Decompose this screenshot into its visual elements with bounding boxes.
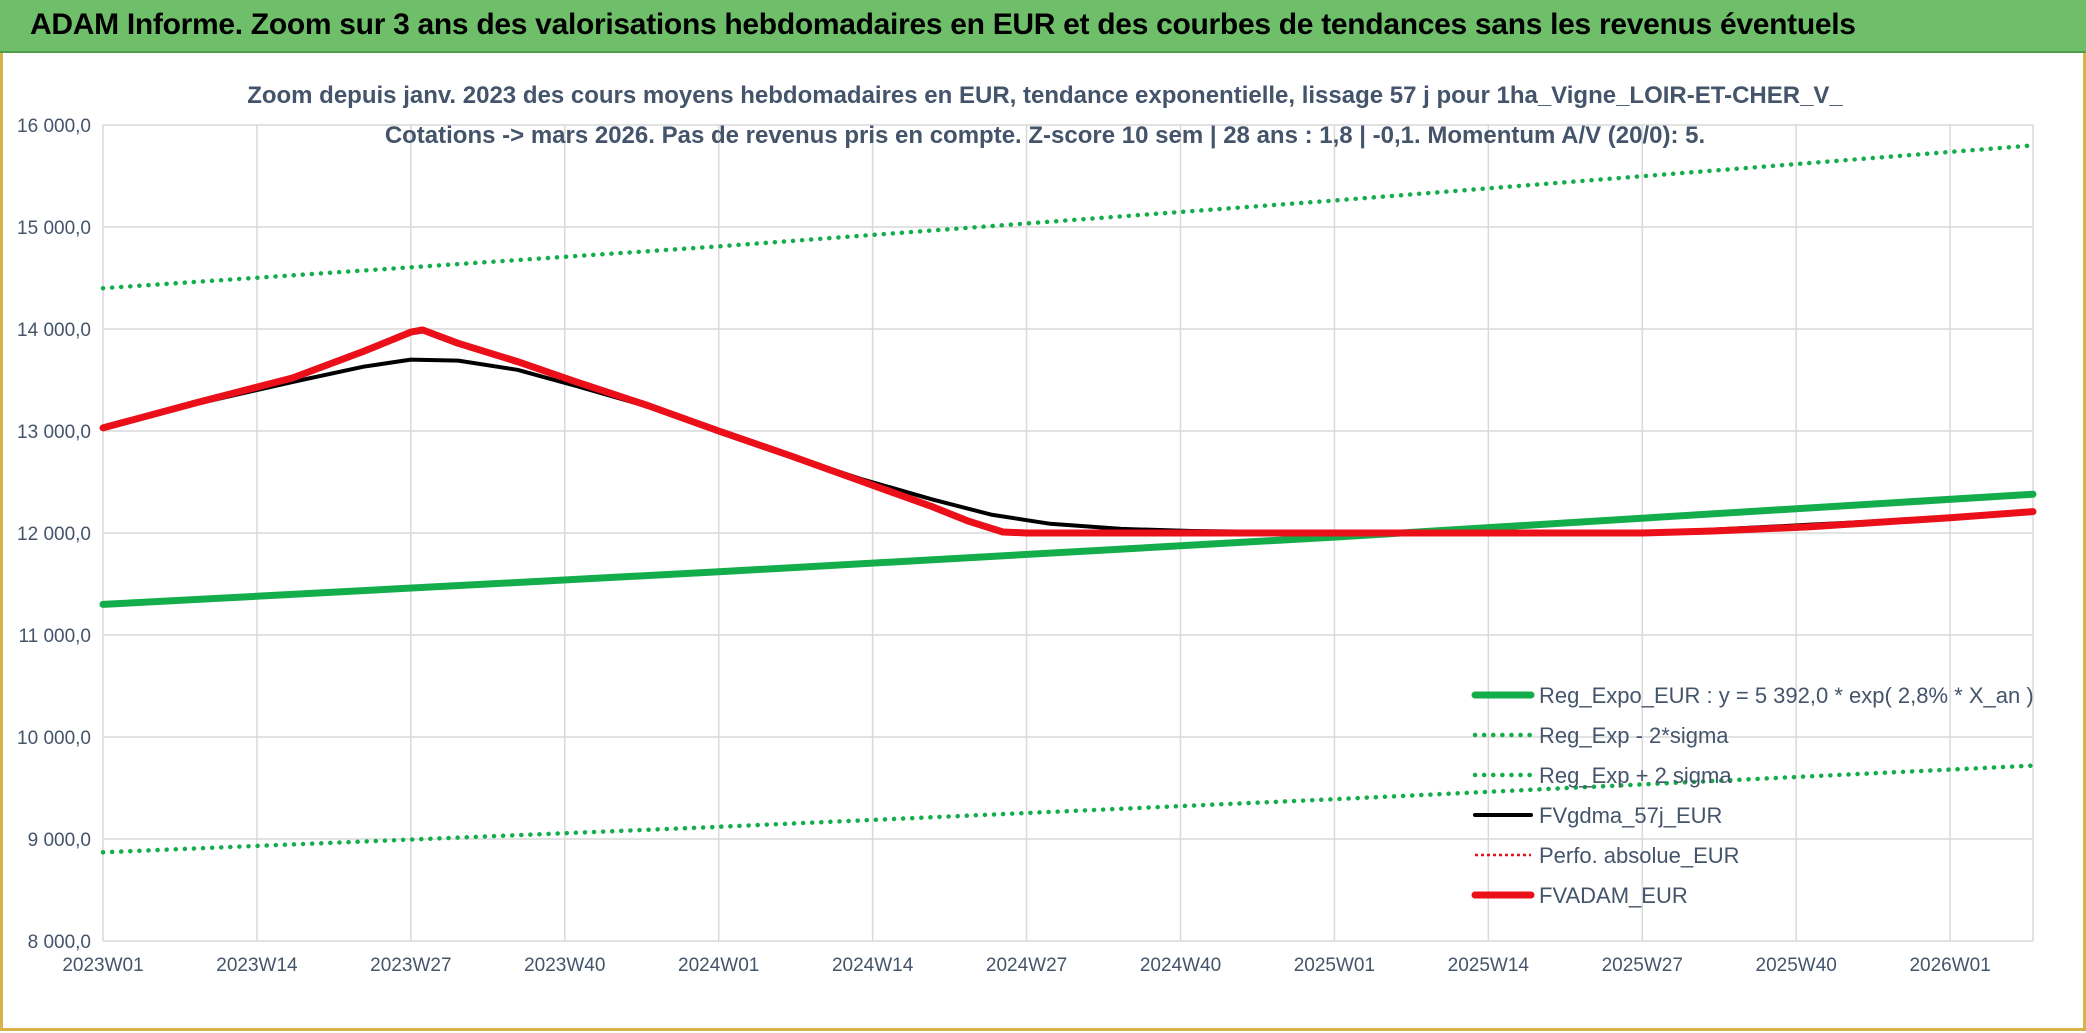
y-tick-label: 12 000,0 bbox=[17, 524, 91, 545]
legend-label-5: FVADAM_EUR bbox=[1539, 883, 1688, 908]
x-axis: 2023W01 2023W14 2023W27 2023W40 2024W01 2024W… bbox=[62, 955, 1990, 976]
y-tick-label: 13 000,0 bbox=[17, 422, 91, 443]
legend-label-4: Perfo. absolue_EUR bbox=[1539, 843, 1740, 868]
legend-label-2: Reg_Exp + 2 sigma bbox=[1539, 763, 1732, 788]
x-tick-label: 2023W14 bbox=[216, 955, 298, 976]
y-tick-label: 9 000,0 bbox=[28, 830, 91, 851]
chart-subtitle: Cotations -> mars 2026. Pas de revenus p… bbox=[385, 122, 1705, 149]
y-tick-label: 14 000,0 bbox=[17, 320, 91, 341]
series-line-1 bbox=[100, 763, 2036, 855]
report-banner: ADAM Informe. Zoom sur 3 ans des valoris… bbox=[0, 0, 2086, 53]
x-tick-label: 2025W40 bbox=[1756, 955, 1837, 976]
series-line-3 bbox=[101, 357, 2035, 535]
x-tick-label: 2025W27 bbox=[1602, 955, 1683, 976]
x-tick-label: 2024W14 bbox=[832, 955, 914, 976]
legend-label-0: Reg_Expo_EUR : y = 5 392,0 * exp( 2,8% *… bbox=[1539, 683, 2034, 708]
line-chart: 8 000,0 9 000,0 10 000,0 11 000,0 12 000,0 13… bbox=[17, 82, 2037, 976]
chart-legend: Reg_Expo_EUR : y = 5 392,0 * exp( 2,8% *… bbox=[1471, 683, 2034, 908]
x-tick-label: 2024W40 bbox=[1140, 955, 1221, 976]
report-title: ADAM Informe. Zoom sur 3 ans des valoris… bbox=[30, 8, 1856, 41]
series-line-2 bbox=[100, 143, 2036, 291]
x-tick-label: 2023W40 bbox=[524, 955, 605, 976]
x-tick-label: 2024W01 bbox=[678, 955, 759, 976]
series-line-5 bbox=[99, 326, 2037, 537]
chart-frame: 8 000,0 9 000,0 10 000,0 11 000,0 12 000,0 13… bbox=[0, 53, 2086, 1031]
legend-label-1: Reg_Exp - 2*sigma bbox=[1539, 723, 1729, 748]
chart-title: Zoom depuis janv. 2023 des cours moyens … bbox=[247, 82, 1843, 109]
x-tick-label: 2026W01 bbox=[1909, 955, 1990, 976]
x-tick-label: 2024W27 bbox=[986, 955, 1067, 976]
x-tick-label: 2025W14 bbox=[1448, 955, 1530, 976]
y-tick-label: 8 000,0 bbox=[28, 932, 91, 953]
x-tick-label: 2023W01 bbox=[62, 955, 143, 976]
series-line-0 bbox=[99, 490, 2037, 608]
y-tick-label: 11 000,0 bbox=[18, 626, 91, 647]
y-tick-label: 15 000,0 bbox=[17, 218, 91, 239]
x-tick-label: 2025W01 bbox=[1294, 955, 1375, 976]
y-tick-label: 10 000,0 bbox=[17, 728, 91, 749]
x-tick-label: 2023W27 bbox=[370, 955, 451, 976]
legend-label-3: FVgdma_57j_EUR bbox=[1539, 803, 1722, 828]
y-tick-label: 16 000,0 bbox=[17, 116, 91, 137]
series-lines bbox=[99, 143, 2037, 855]
y-axis: 8 000,0 9 000,0 10 000,0 11 000,0 12 000,0 13… bbox=[17, 116, 91, 953]
